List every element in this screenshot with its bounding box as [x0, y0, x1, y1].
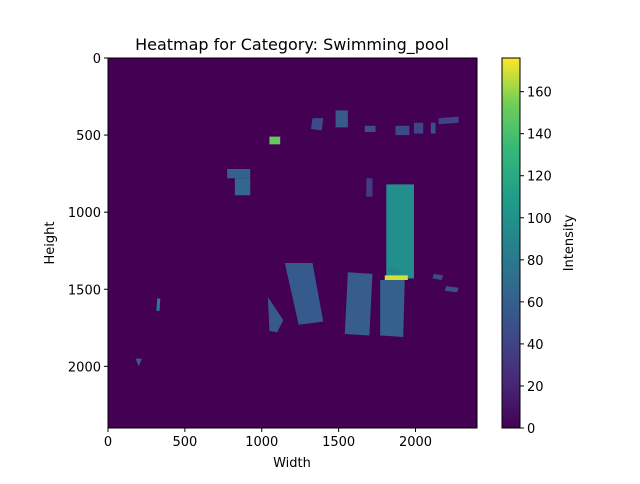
x-tick-label: 500 [172, 435, 197, 450]
x-tick-label: 0 [104, 435, 112, 450]
heatmap-region-8 [234, 178, 251, 196]
colorbar-tick-label: 0 [527, 422, 535, 437]
heatmap-regions [135, 110, 459, 367]
x-axis: 0 500 1000 1500 2000 [104, 428, 432, 450]
heatmap-region-18 [444, 286, 459, 293]
colorbar-tick-label: 20 [527, 380, 544, 395]
colorbar-label: Intensity [562, 214, 577, 271]
heatmap-region-19 [135, 358, 142, 367]
heatmap-region-13 [413, 122, 424, 134]
heatmap-region-3 [380, 280, 405, 338]
heatmap-background [108, 58, 477, 428]
x-tick-label: 2000 [399, 435, 432, 450]
heatmap-region-17 [432, 273, 444, 280]
y-axis: 0 500 1000 1500 2000 [68, 52, 108, 375]
heatmap-region-5 [284, 263, 324, 325]
heatmap-region-11 [364, 125, 376, 132]
plot-frame [107, 57, 478, 429]
colorbar-ticks: 0 20 40 60 80 100 120 140 160 [520, 86, 552, 437]
y-tick-label: 0 [93, 52, 101, 67]
heatmap-region-9 [269, 136, 281, 145]
y-tick-label: 1000 [68, 206, 101, 221]
colorbar-tick-label: 120 [527, 170, 552, 185]
y-axis-label: Height [43, 222, 58, 265]
heatmap-region-21 [310, 118, 324, 131]
colorbar-tick-label: 100 [527, 212, 552, 227]
x-tick-label: 1000 [245, 435, 278, 450]
heatmap-region-15 [366, 178, 373, 197]
heatmap-region-1 [386, 184, 414, 279]
colorbar-tick-label: 80 [527, 254, 544, 269]
colorbar-tick-label: 40 [527, 338, 544, 353]
heatmap-region-14 [430, 122, 436, 134]
heatmap-region-7 [227, 169, 251, 179]
y-tick-label: 2000 [68, 360, 101, 375]
y-tick-label: 1500 [68, 283, 101, 298]
heatmap-region-12 [395, 125, 410, 136]
heatmap-region-2 [384, 275, 408, 280]
x-tick-label: 1500 [322, 435, 355, 450]
colorbar [501, 57, 521, 429]
colorbar-tick-label: 60 [527, 296, 544, 311]
heatmap-region-22 [438, 116, 459, 125]
heatmap-region-6 [267, 296, 284, 333]
y-tick-label: 500 [76, 129, 101, 144]
plot-area [108, 58, 477, 428]
heatmap-region-20 [156, 298, 161, 311]
chart-title: Heatmap for Category: Swimming_pool [135, 35, 449, 55]
colorbar-tick-label: 140 [527, 128, 552, 143]
heatmap-region-16 [387, 266, 401, 276]
heatmap-region-10 [335, 110, 348, 128]
colorbar-tick-label: 160 [527, 86, 552, 101]
x-axis-label: Width [273, 456, 311, 471]
heatmap-region-4 [344, 272, 373, 336]
